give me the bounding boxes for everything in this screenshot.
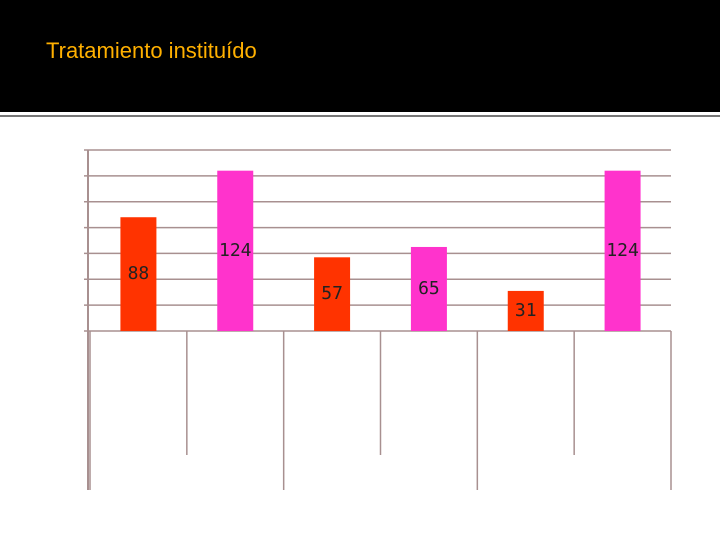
bar [314,257,351,331]
data-label: 65 [418,278,440,299]
data-label: 88 [128,263,150,284]
data-label: 124 [219,240,252,261]
data-label: 31 [515,300,537,321]
data-label: 57 [321,283,343,304]
header: Tratamiento instituído [0,0,720,112]
bar [410,246,447,331]
bar [507,290,544,331]
data-label: 124 [606,240,639,261]
header-rule [0,115,720,117]
bar [604,170,641,331]
bar [120,217,157,331]
chart-title: Tratamiento instituído [46,38,257,63]
bar [217,170,254,331]
